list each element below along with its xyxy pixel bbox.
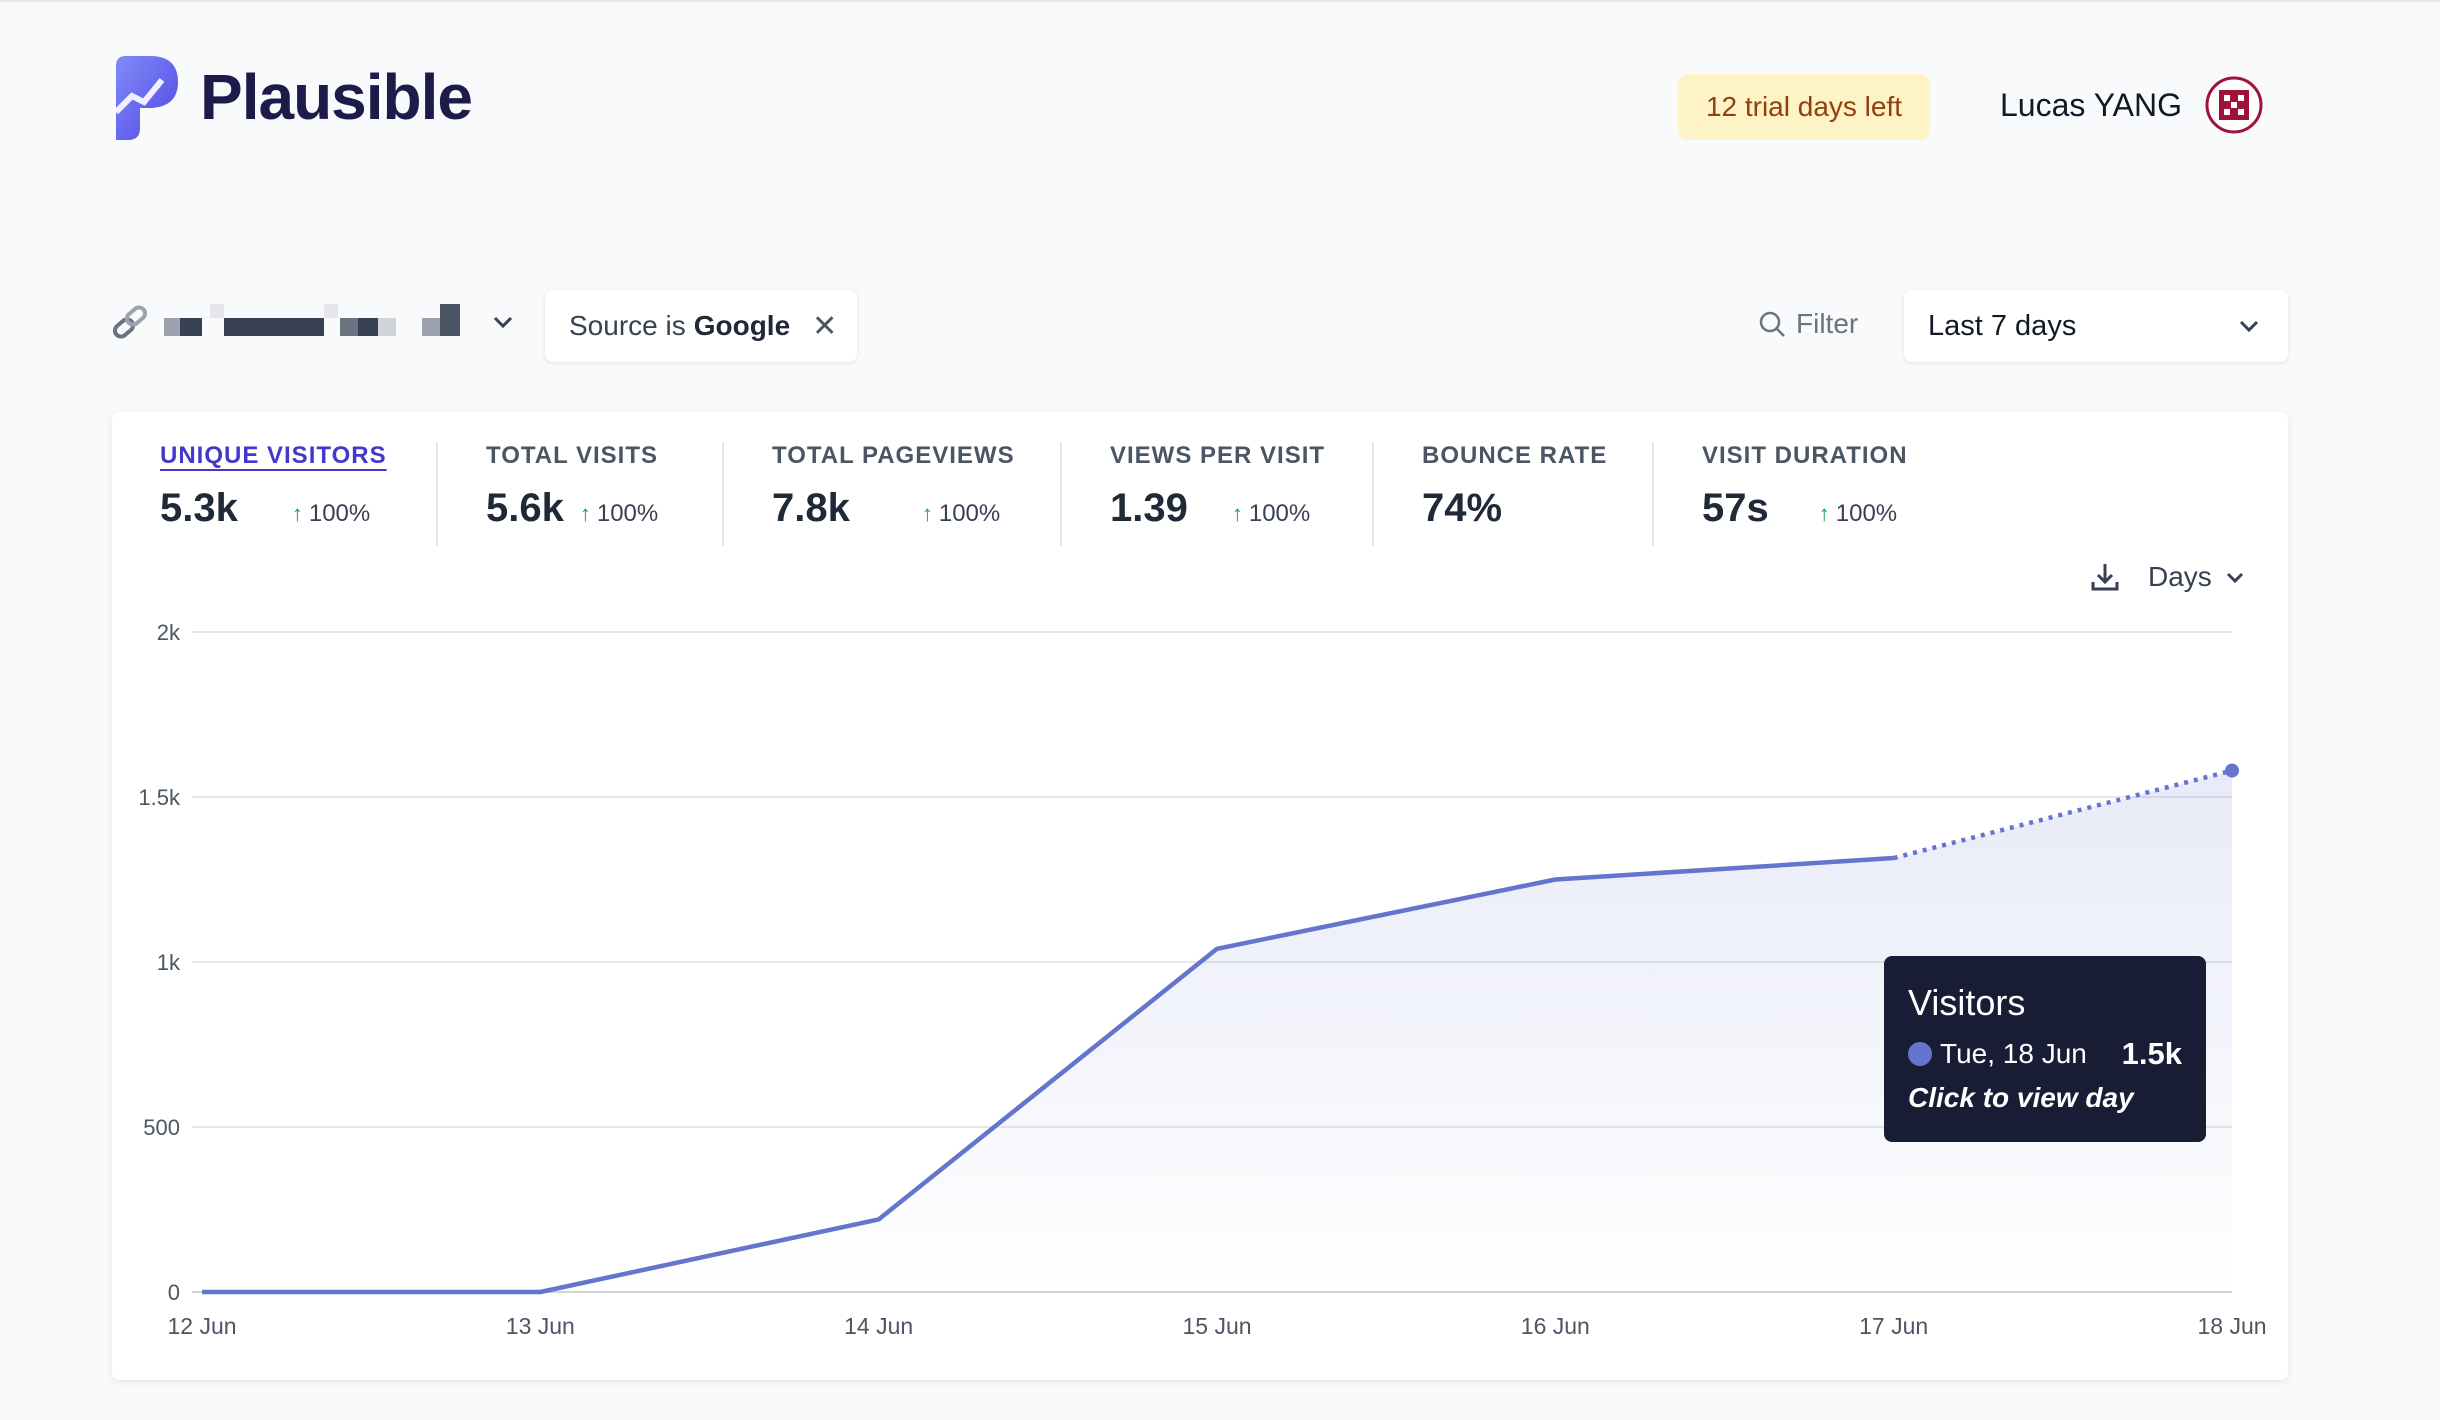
metric-label: BOUNCE RATE	[1422, 442, 1608, 469]
plausible-logo-icon	[113, 56, 178, 140]
chevron-down-icon	[2226, 572, 2243, 584]
chevron-down-icon	[493, 316, 513, 329]
visitors-chart[interactable]: 0 500 1k 1.5k 2k 12 Jun 13 Jun 14 Jun 15 Jun 16 J…	[112, 412, 2288, 1380]
y-tick-label: 1.5k	[138, 785, 181, 810]
brand-logo[interactable]: Plausible	[110, 52, 473, 142]
metric-value: 57s	[1702, 486, 1769, 530]
metric-label: UNIQUE VISITORS	[160, 442, 387, 469]
trial-badge[interactable]: 12 trial days left	[1678, 74, 1930, 140]
filter-prefix: Source is	[569, 310, 686, 341]
metric-change: ↑ 100%	[291, 500, 371, 527]
arrow-up-icon: ↑	[579, 501, 591, 526]
metric-value: 7.8k	[772, 486, 850, 530]
metric-label: TOTAL PAGEVIEWS	[772, 442, 1015, 469]
x-tick-label: 13 Jun	[506, 1313, 575, 1339]
brand-name: Plausible	[200, 61, 473, 133]
filter-button-label: Filter	[1796, 308, 1859, 339]
metric-visit-duration[interactable]: VISIT DURATION 57s ↑ 100%	[1702, 442, 1908, 531]
tooltip-title: Visitors	[1908, 982, 2026, 1023]
x-tick-label: 14 Jun	[844, 1313, 913, 1339]
metric-total-pageviews[interactable]: TOTAL PAGEVIEWS 7.8k ↑ 100%	[772, 442, 1015, 531]
area-fill	[202, 770, 2232, 1292]
metric-total-visits[interactable]: TOTAL VISITS 5.6k ↑ 100%	[486, 442, 658, 531]
user-name[interactable]: Lucas YANG	[2000, 87, 2183, 123]
close-icon[interactable]: ✕	[812, 309, 838, 343]
chevron-down-icon	[2239, 320, 2259, 333]
interval-select[interactable]: Days	[2148, 561, 2246, 593]
metric-value: 1.39	[1110, 486, 1188, 530]
avatar[interactable]	[2205, 76, 2263, 134]
metric-change: ↑ 100%	[1818, 500, 1898, 527]
metric-divider	[722, 442, 724, 546]
data-point[interactable]	[2225, 763, 2239, 778]
metric-value: 74%	[1422, 486, 1503, 530]
x-tick-label: 17 Jun	[1859, 1313, 1928, 1339]
tooltip-value: 1.5k	[2121, 1036, 2182, 1071]
metric-divider	[1372, 442, 1374, 546]
stats-card: UNIQUE VISITORS 5.3k ↑ 100% TOTAL VISITS …	[112, 412, 2288, 1380]
metric-label: VISIT DURATION	[1702, 442, 1908, 469]
link-icon	[112, 305, 148, 339]
series-line	[202, 855, 1894, 1295]
metric-change: ↑ 100%	[921, 500, 1001, 527]
metric-value: 5.6k	[486, 486, 564, 530]
active-filter-pill[interactable]: Source is Google ✕	[545, 290, 857, 362]
tooltip-hint: Click to view day	[1908, 1082, 2134, 1113]
metric-unique-visitors[interactable]: UNIQUE VISITORS 5.3k ↑ 100%	[160, 442, 387, 531]
series-line-dashed	[1893, 768, 2233, 861]
chart-tooltip: Visitors Tue, 18 Jun 1.5k Click to view …	[1884, 956, 2206, 1142]
date-range-select[interactable]: Last 7 days	[1904, 290, 2288, 362]
x-tick-label: 18 Jun	[2197, 1313, 2266, 1339]
metric-label: VIEWS PER VISIT	[1110, 442, 1326, 469]
y-tick-label: 1k	[157, 950, 181, 975]
metric-divider	[1060, 442, 1062, 546]
x-tick-label: 16 Jun	[1521, 1313, 1590, 1339]
filter-value: Google	[693, 310, 791, 341]
date-range-label: Last 7 days	[1928, 309, 2077, 342]
site-domain-redacted	[164, 302, 464, 342]
x-tick-label: 12 Jun	[167, 1313, 236, 1339]
top-border	[0, 0, 2440, 2]
metric-views-per-visit[interactable]: VIEWS PER VISIT 1.39 ↑ 100%	[1110, 442, 1325, 531]
metric-divider	[436, 442, 438, 546]
arrow-up-icon: ↑	[1231, 501, 1243, 526]
metric-value: 5.3k	[160, 486, 238, 530]
arrow-up-icon: ↑	[921, 501, 933, 526]
metric-divider	[1652, 442, 1654, 546]
search-icon	[1759, 311, 1785, 337]
download-icon[interactable]	[2088, 560, 2122, 594]
arrow-up-icon: ↑	[1818, 501, 1830, 526]
y-tick-label: 500	[143, 1115, 180, 1140]
metric-label: TOTAL VISITS	[486, 442, 659, 469]
arrow-up-icon: ↑	[291, 501, 303, 526]
metric-bounce-rate[interactable]: BOUNCE RATE 74%	[1422, 442, 1607, 531]
series-dot	[1908, 1042, 1932, 1066]
filter-button[interactable]: Filter	[1758, 308, 1858, 340]
tooltip-date: Tue, 18 Jun	[1940, 1038, 2087, 1069]
x-tick-label: 15 Jun	[1182, 1313, 1251, 1339]
y-tick-label: 2k	[157, 620, 181, 645]
y-tick-label: 0	[168, 1280, 180, 1305]
metric-change: ↑ 100%	[1231, 500, 1311, 527]
interval-label: Days	[2148, 561, 2212, 592]
site-switcher[interactable]	[110, 302, 516, 342]
metric-change: ↑ 100%	[579, 500, 659, 527]
chart-tools: Days	[2088, 560, 2246, 594]
